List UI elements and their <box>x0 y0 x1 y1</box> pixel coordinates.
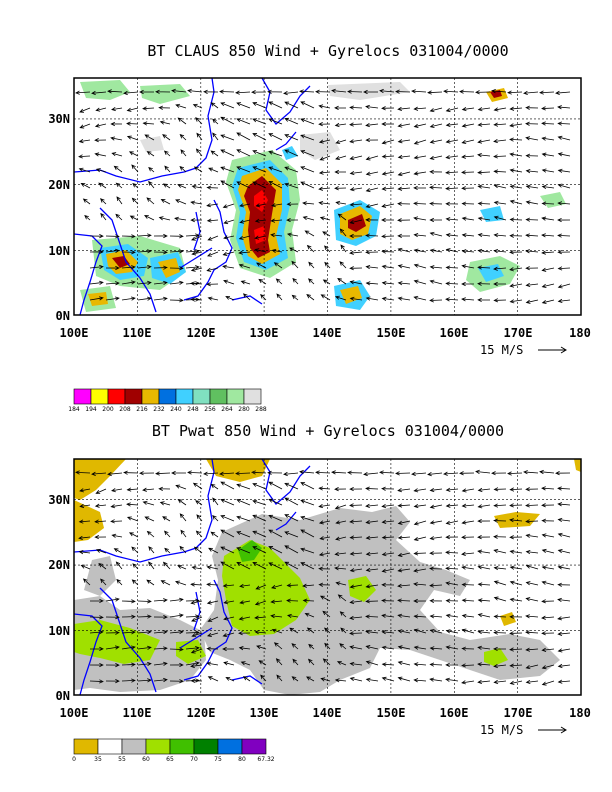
pwat-colorbar-swatch <box>170 739 194 754</box>
claus-colorbar-label: 184 <box>68 406 80 413</box>
claus-colorbar-label: 248 <box>187 406 199 413</box>
pwat-ytick-3: 30N <box>48 493 70 507</box>
pwat-xtick-1: 110E <box>123 706 152 720</box>
pwat-ytick-0: 0N <box>56 689 70 703</box>
pwat-vector-scale-arrow <box>538 727 566 733</box>
pwat-xtick-2: 120E <box>187 706 216 720</box>
pwat-colorbar-swatch <box>98 739 122 754</box>
map-figure: BT CLAUS 850 Wind + Gyrelocs 031004/0000 <box>0 0 612 792</box>
pwat-colorbar-swatch <box>194 739 218 754</box>
pwat-colorbar-label: 55 <box>118 756 126 763</box>
claus-colorbar-swatch <box>108 389 125 404</box>
panel-pwat: BT Pwat 850 Wind + Gyrelocs 031004/0000 <box>48 422 591 763</box>
pwat-xtick-8: 180 <box>569 706 591 720</box>
claus-xtick-1: 110E <box>123 326 152 340</box>
claus-xtick-0: 100E <box>60 326 89 340</box>
claus-xtick-8: 180 <box>569 326 591 340</box>
pwat-colorbar-swatch <box>242 739 266 754</box>
panel-claus-plot <box>74 78 581 315</box>
claus-colorbar-swatch <box>176 389 193 404</box>
pwat-colorbar-swatch <box>146 739 170 754</box>
pwat-colorbar-label: 60 <box>142 756 150 763</box>
claus-colorbar-label: 280 <box>238 406 250 413</box>
claus-colorbar-swatch <box>193 389 210 404</box>
panel-pwat-title: BT Pwat 850 Wind + Gyrelocs 031004/0000 <box>152 422 504 440</box>
claus-vector-scale-label: 15 M/S <box>480 343 523 357</box>
claus-colorbar-swatch <box>125 389 142 404</box>
claus-ytick-0: 0N <box>56 309 70 323</box>
claus-xtick-6: 160E <box>440 326 469 340</box>
pwat-ytick-2: 20N <box>48 558 70 572</box>
claus-colorbar-label: 208 <box>119 406 131 413</box>
pwat-colorbar-swatch <box>122 739 146 754</box>
pwat-xtick-6: 160E <box>440 706 469 720</box>
claus-ytick-1: 10N <box>48 244 70 258</box>
claus-colorbar-label: 200 <box>102 406 114 413</box>
pwat-colorbar-label: 0 <box>72 756 76 763</box>
claus-xtick-3: 130E <box>250 326 279 340</box>
pwat-colorbar-label: 35 <box>94 756 102 763</box>
claus-colorbar: 184 194 200 208 216 232 240 248 256 264 280 288 <box>68 389 267 413</box>
pwat-colorbar-label: 75 <box>214 756 222 763</box>
pwat-xtick-5: 150E <box>377 706 406 720</box>
pwat-xtick-7: 170E <box>504 706 533 720</box>
claus-xtick-4: 140E <box>313 326 342 340</box>
pwat-ytick-1: 10N <box>48 624 70 638</box>
claus-colorbar-swatch <box>210 389 227 404</box>
claus-colorbar-label: 240 <box>170 406 182 413</box>
pwat-colorbar-label: 70 <box>190 756 198 763</box>
claus-colorbar-swatch <box>142 389 159 404</box>
pwat-colorbar: 0 35 55 60 65 70 75 80 67.32 <box>72 739 275 763</box>
claus-xtick-2: 120E <box>187 326 216 340</box>
pwat-xtick-3: 130E <box>250 706 279 720</box>
claus-vector-scale-arrow <box>538 347 566 353</box>
claus-colorbar-label: 194 <box>85 406 97 413</box>
claus-colorbar-swatch <box>91 389 108 404</box>
pwat-colorbar-swatch <box>74 739 98 754</box>
panel-claus: BT CLAUS 850 Wind + Gyrelocs 031004/0000 <box>48 42 591 413</box>
pwat-colorbar-label: 80 <box>238 756 246 763</box>
claus-colorbar-label: 216 <box>136 406 148 413</box>
claus-colorbar-swatch <box>74 389 91 404</box>
pwat-vector-scale-label: 15 M/S <box>480 723 523 737</box>
pwat-colorbar-label: 65 <box>166 756 174 763</box>
panel-claus-title: BT CLAUS 850 Wind + Gyrelocs 031004/0000 <box>147 42 508 60</box>
claus-ytick-2: 20N <box>48 178 70 192</box>
claus-colorbar-swatch <box>244 389 261 404</box>
pwat-xtick-0: 100E <box>60 706 89 720</box>
claus-xtick-7: 170E <box>504 326 533 340</box>
panel-pwat-plot <box>74 459 581 695</box>
pwat-colorbar-label: 67.32 <box>257 756 274 763</box>
claus-colorbar-swatch <box>227 389 244 404</box>
claus-ytick-3: 30N <box>48 112 70 126</box>
pwat-xtick-4: 140E <box>313 706 342 720</box>
claus-xtick-5: 150E <box>377 326 406 340</box>
claus-colorbar-swatch <box>159 389 176 404</box>
claus-colorbar-label: 256 <box>204 406 216 413</box>
pwat-colorbar-swatch <box>218 739 242 754</box>
claus-colorbar-label: 288 <box>255 406 267 413</box>
claus-colorbar-label: 232 <box>153 406 165 413</box>
claus-colorbar-label: 264 <box>221 406 233 413</box>
